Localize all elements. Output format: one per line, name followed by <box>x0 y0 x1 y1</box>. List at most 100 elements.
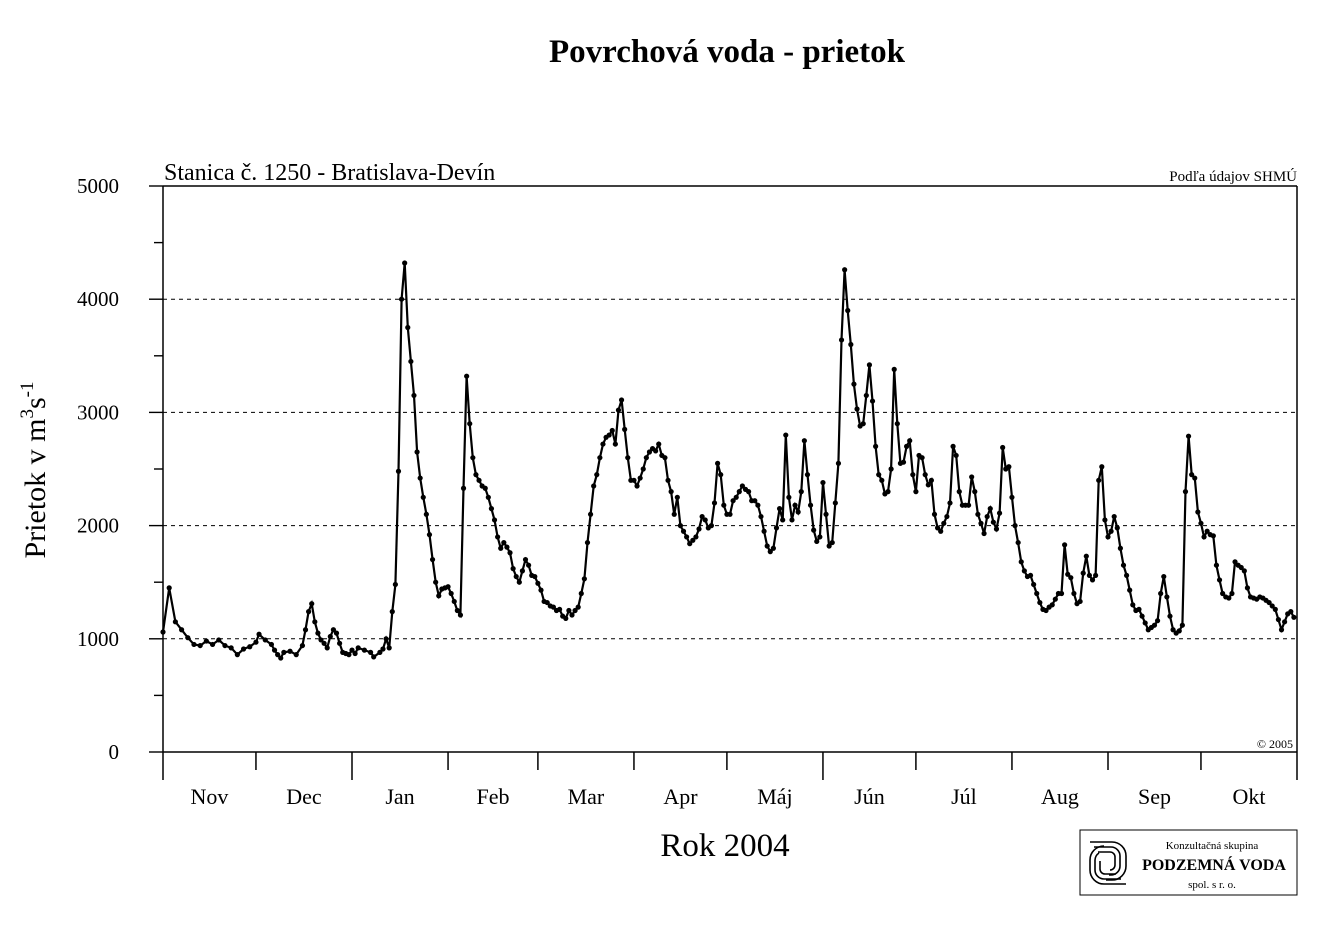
data-point-245 <box>990 519 996 525</box>
y-axis-label-sup1: 3 <box>17 409 38 419</box>
x-axis: Nov Dec Jan Feb Mar Apr Máj Jún Júl Aug Sep Okt <box>162 751 1298 809</box>
grid-lines <box>163 298 1297 640</box>
data-point-7 <box>203 638 209 644</box>
data-point-150 <box>696 526 702 532</box>
data-point-288 <box>1123 572 1130 579</box>
x-tick-label-Júl: Júl <box>951 784 977 809</box>
x-tick-label-Apr: Apr <box>663 784 698 809</box>
data-point-18 <box>268 641 275 648</box>
data-point-298 <box>1154 618 1161 624</box>
data-point-269 <box>1065 571 1071 577</box>
data-point-232 <box>950 443 956 449</box>
data-point-258 <box>1031 581 1037 588</box>
data-point-101 <box>544 599 550 606</box>
data-point-92 <box>516 579 522 585</box>
data-point-108 <box>566 607 572 614</box>
data-point-325 <box>1238 564 1244 571</box>
data-point-9 <box>216 637 222 643</box>
data-point-282 <box>1105 534 1111 540</box>
data-point-113 <box>581 576 587 582</box>
y-tick-label-2000: 2000 <box>77 514 119 538</box>
data-point-26 <box>302 627 309 633</box>
data-point-326 <box>1241 568 1247 574</box>
data-point-63 <box>426 532 433 538</box>
data-point-218 <box>907 438 913 444</box>
data-point-183 <box>798 489 804 495</box>
data-point-208 <box>876 472 882 478</box>
station-subtitle: Stanica č. 1250 - Bratislava-Devín <box>164 160 495 186</box>
logo-line1: Konzultačná skupina <box>1166 840 1259 852</box>
data-point-260 <box>1037 599 1043 606</box>
data-point-43 <box>355 645 361 651</box>
data-point-148 <box>690 537 696 543</box>
data-point-107 <box>563 615 569 622</box>
data-point-45 <box>367 649 374 655</box>
data-point-280 <box>1099 464 1105 470</box>
data-point-313 <box>1201 534 1207 540</box>
data-point-137 <box>656 441 662 447</box>
data-point-86 <box>498 545 504 551</box>
data-point-184 <box>801 438 807 444</box>
data-point-12 <box>234 652 240 658</box>
data-point-152 <box>702 517 708 523</box>
data-point-124 <box>615 407 622 413</box>
data-point-115 <box>587 511 594 517</box>
data-point-75 <box>464 373 470 379</box>
data-point-207 <box>873 443 879 449</box>
data-point-179 <box>786 494 792 500</box>
data-point-112 <box>578 590 584 597</box>
y-axis-label-main: Prietok v m <box>19 419 52 559</box>
data-point-337 <box>1275 616 1282 623</box>
data-point-47 <box>377 649 383 655</box>
data-point-89 <box>507 550 513 556</box>
data-point-287 <box>1120 562 1127 568</box>
data-point-223 <box>922 472 928 478</box>
data-point-182 <box>795 509 801 515</box>
data-point-58 <box>411 392 417 399</box>
data-point-131 <box>637 475 643 481</box>
data-point-186 <box>807 502 814 508</box>
data-point-14 <box>247 644 253 650</box>
data-point-22 <box>281 649 287 655</box>
data-point-78 <box>473 472 479 478</box>
data-point-65 <box>433 579 439 585</box>
data-point-342 <box>1291 614 1297 620</box>
logo-line2: PODZEMNÁ VODA <box>1142 855 1286 874</box>
data-point-196 <box>838 337 845 343</box>
data-point-341 <box>1288 609 1294 615</box>
data-point-77 <box>470 455 476 461</box>
company-logo: Konzultačná skupina PODZEMNÁ VODA spol. … <box>1079 829 1298 896</box>
data-point-147 <box>687 541 693 547</box>
data-point-323 <box>1232 559 1238 565</box>
data-point-6 <box>197 642 203 649</box>
data-point-197 <box>842 267 848 273</box>
data-point-54 <box>398 296 405 302</box>
data-point-40 <box>346 652 352 658</box>
data-point-172 <box>764 543 770 549</box>
data-point-171 <box>761 528 767 534</box>
data-point-307 <box>1182 489 1189 495</box>
data-point-126 <box>622 426 628 432</box>
source-note: Podľa údajov SHMÚ <box>1169 168 1297 185</box>
data-point-231 <box>947 500 953 506</box>
data-point-242 <box>981 530 987 537</box>
data-point-144 <box>677 523 684 529</box>
data-point-241 <box>978 520 984 526</box>
data-point-29 <box>312 619 318 625</box>
data-point-163 <box>736 489 742 495</box>
data-point-267 <box>1058 590 1065 597</box>
data-point-255 <box>1021 568 1027 574</box>
data-point-59 <box>414 449 420 455</box>
y-tick-label-5000: 5000 <box>77 174 119 198</box>
data-point-146 <box>684 534 690 540</box>
x-axis-label: Rok 2004 <box>660 828 789 864</box>
x-tick-label-Jún: Jún <box>854 784 885 809</box>
data-point-336 <box>1272 606 1278 612</box>
data-point-264 <box>1049 602 1055 608</box>
data-point-292 <box>1136 606 1142 612</box>
data-point-88 <box>504 544 510 550</box>
data-point-214 <box>894 421 900 427</box>
data-point-132 <box>640 466 646 472</box>
data-point-74 <box>460 485 467 491</box>
data-point-206 <box>869 398 876 404</box>
